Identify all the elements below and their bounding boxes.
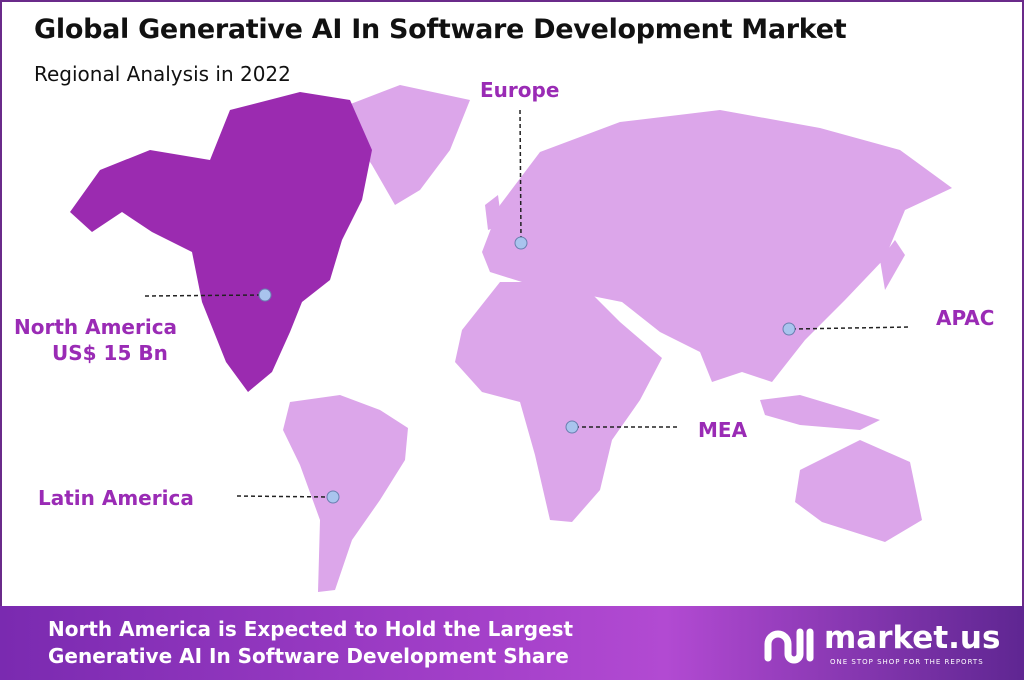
label-europe: Europe (480, 78, 560, 102)
japan (880, 240, 905, 290)
label-north-america-value: US$ 15 Bn (52, 341, 168, 365)
leader-europe (519, 109, 522, 241)
footer-line-1: North America is Expected to Hold the La… (48, 617, 574, 641)
indonesia (760, 395, 880, 430)
label-north-america-name: North America (14, 315, 178, 339)
leader-apac (791, 326, 911, 330)
marker-latin-america (326, 490, 340, 504)
marker-apac (782, 322, 796, 336)
uk (485, 195, 502, 230)
marker-mea (565, 420, 579, 434)
footer-banner: North America is Expected to Hold the La… (0, 606, 1024, 680)
label-apac: APAC (936, 306, 995, 330)
marker-europe (514, 236, 528, 250)
logo-tagline: ONE STOP SHOP FOR THE REPORTS (830, 658, 984, 666)
world-map (70, 85, 952, 592)
footer-text: North America is Expected to Hold the La… (48, 616, 573, 670)
label-mea: MEA (698, 418, 748, 442)
region-north-america (70, 92, 372, 392)
region-mea (455, 282, 662, 522)
leader-north-america (144, 294, 263, 297)
logo-wordmark: market.us (824, 620, 1001, 656)
region-europe-apac (482, 110, 952, 382)
footer-line-2: Generative AI In Software Development Sh… (48, 644, 569, 668)
leader-latin-america (236, 495, 331, 498)
market-us-logo: market.us ONE STOP SHOP FOR THE REPORTS (762, 620, 1002, 668)
label-latin-america: Latin America (38, 486, 194, 510)
greenland (335, 85, 470, 205)
page-title: Global Generative AI In Software Develop… (34, 14, 847, 45)
logo-icon (764, 628, 814, 664)
region-latin-america (283, 395, 408, 592)
label-north-america: North America US$ 15 Bn (14, 314, 177, 366)
australia (795, 440, 922, 542)
marker-north-america (258, 288, 272, 302)
page-subtitle: Regional Analysis in 2022 (34, 62, 291, 86)
